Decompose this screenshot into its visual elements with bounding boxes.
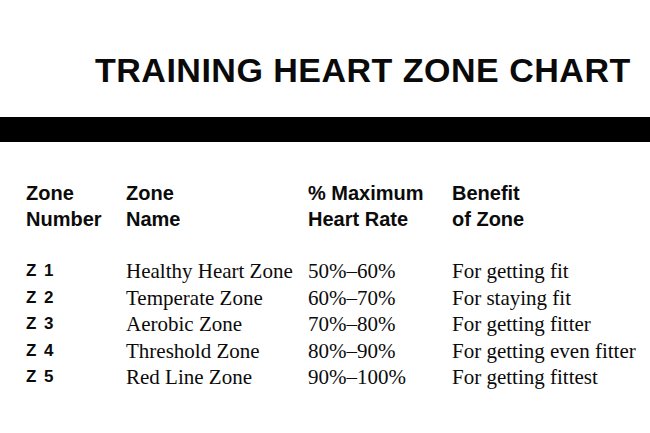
heart-rate-cell: 50%–60% bbox=[308, 258, 452, 285]
zone-number-cell: Z 2 bbox=[26, 285, 126, 312]
benefit-cell: For getting fittest bbox=[452, 364, 630, 391]
heart-rate-cell: 90%–100% bbox=[308, 364, 452, 391]
zone-number-cell: Z 3 bbox=[26, 311, 126, 338]
zone-name-cell: Healthy Heart Zone bbox=[126, 258, 308, 285]
heart-zone-table: Zone Number Zone Name % Maximum Heart Ra… bbox=[26, 180, 630, 391]
training-heart-zone-chart-page: TRAINING HEART ZONE CHART Zone Number Zo… bbox=[0, 0, 650, 433]
benefit-cell: For staying fit bbox=[452, 285, 630, 312]
heart-rate-cell: 80%–90% bbox=[308, 338, 452, 365]
column-header-zone-name: Zone Name bbox=[126, 180, 308, 258]
zone-number-cell: Z 4 bbox=[26, 338, 126, 365]
column-header-benefit: Benefit of Zone bbox=[452, 180, 630, 258]
divider-bar bbox=[0, 117, 650, 142]
zone-name-cell: Red Line Zone bbox=[126, 364, 308, 391]
zone-number-cell: Z 1 bbox=[26, 258, 126, 285]
zone-name-cell: Aerobic Zone bbox=[126, 311, 308, 338]
benefit-cell: For getting fit bbox=[452, 258, 630, 285]
heart-rate-cell: 70%–80% bbox=[308, 311, 452, 338]
benefit-cell: For getting even fitter bbox=[452, 338, 630, 365]
heart-rate-cell: 60%–70% bbox=[308, 285, 452, 312]
zone-number-cell: Z 5 bbox=[26, 364, 126, 391]
zone-name-cell: Temperate Zone bbox=[126, 285, 308, 312]
zone-name-cell: Threshold Zone bbox=[126, 338, 308, 365]
column-header-zone-number: Zone Number bbox=[26, 180, 126, 258]
column-header-max-heart-rate: % Maximum Heart Rate bbox=[308, 180, 452, 258]
page-title: TRAINING HEART ZONE CHART bbox=[95, 53, 631, 87]
benefit-cell: For getting fitter bbox=[452, 311, 630, 338]
